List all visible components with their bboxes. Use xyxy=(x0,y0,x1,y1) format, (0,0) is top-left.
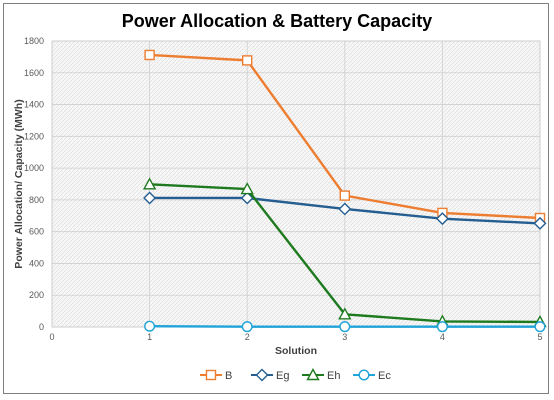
data-point-b xyxy=(144,49,155,61)
legend-item-ec: Ec xyxy=(353,369,391,382)
data-point-eg xyxy=(143,191,157,205)
data-point-ec xyxy=(339,321,351,333)
y-tick-label: 400 xyxy=(29,258,44,268)
data-point-ec xyxy=(534,321,546,333)
data-point-ec xyxy=(436,321,448,333)
y-tick-label: 800 xyxy=(29,195,44,205)
legend-label: Ec xyxy=(378,370,391,382)
y-tick-label: 1000 xyxy=(24,163,44,173)
y-tick-label: 1800 xyxy=(24,36,44,46)
legend-label: B xyxy=(225,370,232,382)
legend-item-eg: Eg xyxy=(251,368,289,382)
y-tick-label: 200 xyxy=(29,290,44,300)
chart-title: Power Allocation & Battery Capacity xyxy=(122,11,432,31)
data-point-ec xyxy=(144,320,156,332)
tick-labels: 0 200 400 600 800 1000 1200 1400 1600 1800 0 1 2 3 4 5 xyxy=(24,36,543,342)
y-tick-label: 1200 xyxy=(24,131,44,141)
data-point-eg xyxy=(240,191,254,205)
y-axis-title: Power Allocation/ Capacity (MWh) xyxy=(13,99,25,268)
data-point-ec xyxy=(241,321,253,333)
data-point-b xyxy=(241,55,253,66)
y-tick-label: 0 xyxy=(39,322,44,332)
legend-item-eh: Eh xyxy=(302,368,340,382)
data-point-eg xyxy=(338,202,352,216)
data-point-eh xyxy=(142,177,157,190)
data-point-eg xyxy=(533,216,547,230)
y-tick-label: 1600 xyxy=(24,68,44,78)
x-axis-title: Solution xyxy=(275,345,317,357)
legend-marker-ec xyxy=(358,369,370,381)
x-tick-label: 5 xyxy=(537,332,542,342)
series-eg xyxy=(143,191,547,230)
data-point-eh xyxy=(240,182,254,195)
legend-label: Eg xyxy=(276,370,289,382)
data-point-eh xyxy=(338,307,352,320)
data-point-b xyxy=(339,190,350,201)
legend-item-b: B xyxy=(200,369,232,382)
legend-marker-b xyxy=(205,369,217,381)
legend-label: Eh xyxy=(327,370,340,382)
series-layer xyxy=(142,49,547,333)
legend-marker-eh xyxy=(306,368,320,381)
x-tick-label: 1 xyxy=(147,332,152,342)
legend-marker-eg xyxy=(255,368,269,382)
data-point-eg xyxy=(435,212,449,226)
series-ec xyxy=(144,320,546,333)
x-tick-label: 4 xyxy=(440,332,445,342)
x-tick-label: 2 xyxy=(245,332,250,342)
y-tick-label: 600 xyxy=(29,227,44,237)
x-tick-label: 0 xyxy=(49,332,54,342)
y-tick-label: 1400 xyxy=(24,100,44,110)
plot-area xyxy=(51,40,541,328)
x-tick-label: 3 xyxy=(342,332,347,342)
legend: B Eg Eh Ec xyxy=(200,368,391,382)
